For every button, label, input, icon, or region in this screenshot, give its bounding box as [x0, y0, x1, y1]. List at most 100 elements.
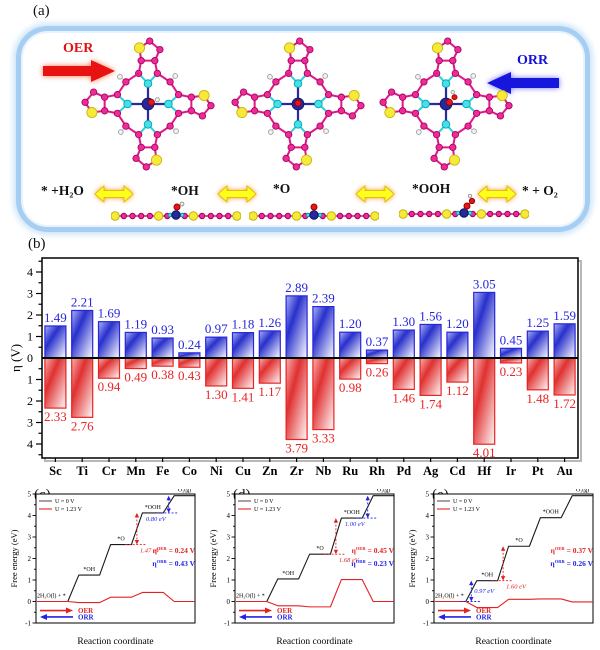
svg-text:-1: -1 [224, 620, 230, 628]
svg-text:0.37: 0.37 [366, 334, 389, 349]
svg-text:ηOER = 0.37 V: ηOER = 0.37 V [551, 546, 594, 555]
svg-text:0.98: 0.98 [339, 380, 362, 395]
svg-text:0.94: 0.94 [98, 379, 121, 394]
svg-text:2.76: 2.76 [71, 418, 94, 433]
step-label-h2o: * +H₂O [41, 183, 84, 198]
svg-text:Mn: Mn [126, 464, 145, 478]
svg-text:0.24: 0.24 [178, 337, 201, 352]
svg-text:1.25: 1.25 [526, 315, 549, 330]
svg-text:U = 0 V: U = 0 V [55, 499, 75, 505]
svg-text:3: 3 [426, 534, 430, 542]
svg-text:ηORR = 0.23 V: ηORR = 0.23 V [351, 559, 394, 568]
svg-text:ORR: ORR [277, 613, 294, 621]
svg-text:2H₂O(l) + *: 2H₂O(l) + * [37, 593, 66, 600]
svg-text:2: 2 [27, 308, 33, 322]
svg-text:Ti: Ti [76, 464, 88, 478]
svg-text:2.33: 2.33 [44, 409, 67, 424]
svg-text:*O: *O [515, 538, 523, 544]
svg-text:Ni: Ni [210, 464, 223, 478]
svg-text:0.45: 0.45 [500, 332, 523, 347]
svg-text:*OOH: *OOH [344, 510, 361, 516]
svg-text:0.38: 0.38 [151, 367, 174, 382]
svg-text:η (V): η (V) [8, 344, 23, 372]
svg-text:Au: Au [557, 464, 573, 478]
svg-text:*O: *O [117, 537, 125, 543]
orr-arrow-icon [487, 72, 559, 94]
svg-text:Nb: Nb [315, 464, 331, 478]
svg-text:OER: OER [78, 607, 94, 615]
svg-text:1.30: 1.30 [205, 387, 228, 402]
svg-text:ηOER = 0.24 V: ηOER = 0.24 V [153, 546, 196, 555]
svg-text:0: 0 [28, 598, 32, 606]
svg-text:1: 1 [28, 577, 32, 585]
svg-text:Reaction coordinate: Reaction coordinate [475, 637, 551, 647]
svg-text:Ir: Ir [506, 464, 517, 478]
svg-text:2.89: 2.89 [285, 280, 308, 295]
orr-label: ORR [517, 53, 549, 68]
molecule-top-oh [81, 37, 215, 171]
svg-text:Ru: Ru [342, 464, 358, 478]
svg-text:0.93: 0.93 [151, 322, 174, 337]
svg-text:*OH: *OH [83, 567, 95, 573]
svg-text:1.74: 1.74 [419, 396, 442, 411]
svg-text:1.00 eV: 1.00 eV [345, 521, 366, 528]
step-label-o2: * + O₂ [522, 183, 558, 198]
panel-c-chart: -1 0 1 2 3 4 5 Free energy (eV) Reaction coordin… [10, 489, 196, 647]
svg-text:2: 2 [227, 555, 231, 563]
svg-text:O₂(g): O₂(g) [377, 489, 390, 494]
svg-text:1: 1 [426, 577, 430, 585]
svg-text:*OOH: *OOH [543, 510, 560, 516]
svg-text:1.49: 1.49 [44, 310, 67, 325]
svg-text:ηOER = 0.45 V: ηOER = 0.45 V [352, 546, 395, 555]
svg-text:4: 4 [27, 265, 33, 279]
svg-text:0.97 eV: 0.97 eV [474, 588, 495, 595]
svg-text:Cd: Cd [449, 464, 465, 478]
svg-text:U = 1.23 V: U = 1.23 V [453, 507, 481, 513]
equilibrium-arrow-icon [94, 185, 134, 203]
svg-text:*O: *O [316, 546, 324, 552]
svg-text:0: 0 [227, 598, 231, 606]
svg-text:Fe: Fe [156, 464, 170, 478]
svg-text:2.39: 2.39 [312, 291, 335, 306]
svg-text:1.56: 1.56 [419, 308, 442, 323]
svg-text:3: 3 [27, 287, 33, 301]
svg-text:1.30: 1.30 [392, 314, 415, 329]
svg-text:4: 4 [227, 512, 231, 520]
svg-text:Zn: Zn [262, 464, 277, 478]
molecule-side-oh [111, 201, 241, 221]
svg-text:3: 3 [27, 416, 33, 430]
svg-text:*OH: *OH [282, 571, 294, 577]
svg-text:3.05: 3.05 [473, 276, 496, 291]
svg-text:1.12: 1.12 [446, 383, 469, 398]
step-label-ooh: *OOH [412, 181, 451, 196]
step-label-oh: *OH [171, 183, 199, 198]
svg-text:0.43: 0.43 [178, 368, 201, 383]
svg-text:Pt: Pt [532, 464, 545, 478]
svg-text:4: 4 [426, 512, 430, 520]
molecule-side-o [249, 203, 379, 221]
svg-text:0.97: 0.97 [205, 321, 228, 336]
svg-text:U = 0 V: U = 0 V [254, 499, 274, 505]
panel-d-chart: -1 0 1 2 3 4 5 Free energy (eV) Reaction coordin… [209, 489, 395, 647]
svg-text:1.48: 1.48 [526, 391, 549, 406]
panel-e-chart: -1 0 1 2 3 4 5 Free energy (eV) Reaction coordin… [408, 489, 594, 647]
svg-text:Cu: Cu [235, 464, 251, 478]
svg-text:5: 5 [227, 491, 231, 499]
svg-text:1.18: 1.18 [232, 317, 255, 332]
svg-text:1: 1 [27, 373, 33, 387]
svg-text:Hf: Hf [477, 464, 492, 478]
panel-b-label: (b) [28, 236, 46, 252]
svg-text:O₂(g): O₂(g) [178, 489, 191, 494]
equilibrium-arrow-icon [217, 185, 257, 203]
svg-text:-1: -1 [25, 620, 31, 628]
svg-text:Free energy (eV): Free energy (eV) [10, 529, 19, 587]
svg-text:0.23: 0.23 [500, 364, 523, 379]
svg-text:U = 0 V: U = 0 V [453, 499, 473, 505]
svg-text:5: 5 [28, 491, 32, 499]
svg-text:0: 0 [426, 598, 430, 606]
svg-text:Cr: Cr [102, 464, 117, 478]
svg-text:O₂(g): O₂(g) [576, 489, 589, 494]
svg-text:4: 4 [27, 437, 33, 451]
equilibrium-arrow-icon [477, 185, 517, 203]
